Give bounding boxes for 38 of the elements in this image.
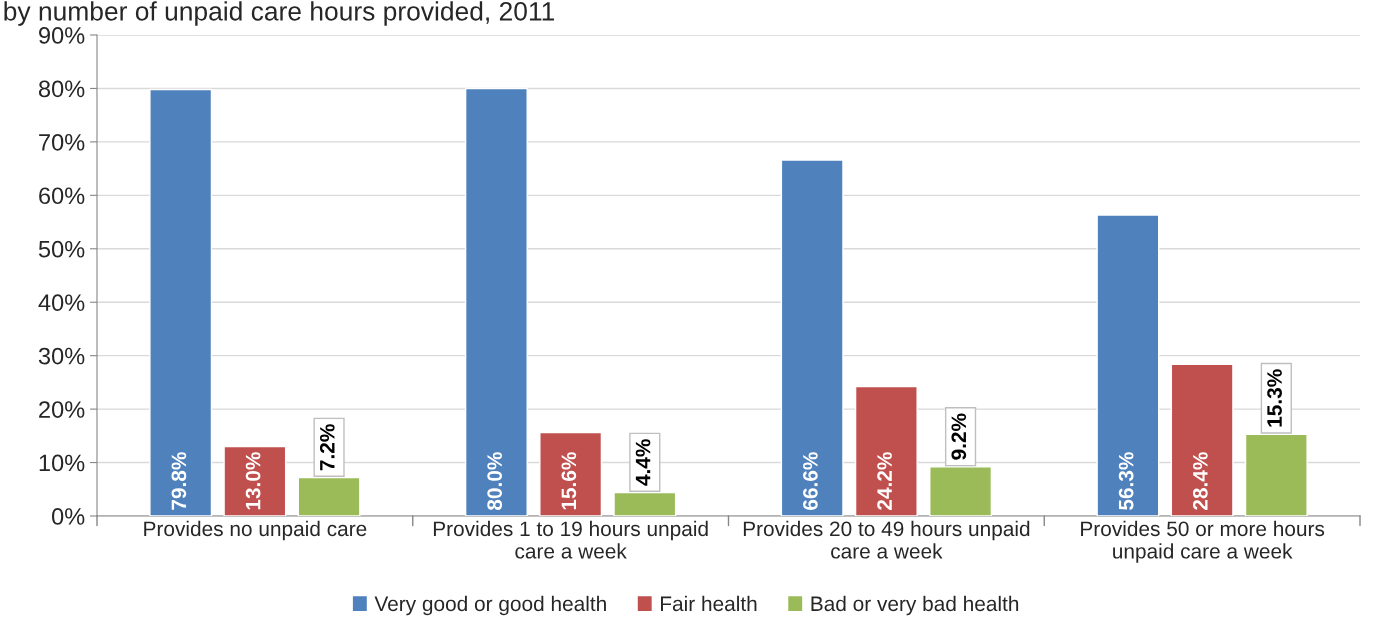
y-tick-label: 90%	[39, 27, 85, 44]
legend-label: Very good or good health	[374, 595, 606, 616]
data-label: 66.6%	[803, 452, 818, 510]
bar	[780, 159, 844, 516]
data-label: 15.3%	[1267, 369, 1282, 427]
bar	[464, 87, 528, 516]
x-tick-label: Provides 20 to 49 hours unpaid care a week	[743, 520, 1030, 559]
data-label: 28.4%	[1192, 452, 1208, 510]
bar	[149, 88, 213, 516]
legend-label: Bad or very bad health	[811, 595, 1019, 616]
bar	[1170, 363, 1234, 516]
y-tick-label: 20%	[39, 401, 85, 418]
y-tick-label: 50%	[38, 240, 85, 258]
data-label: 15.6%	[561, 452, 577, 510]
bar	[223, 445, 287, 516]
x-tick-label: Provides 50 or more hours unpaid care a week	[1081, 520, 1325, 563]
bar	[854, 385, 918, 516]
y-tick-label: 10%	[39, 454, 85, 472]
chart-title: by number of unpaid care hours provided, 2011	[4, 1, 555, 26]
y-tick-label: 80%	[38, 80, 85, 98]
data-label: 79.8%	[171, 452, 187, 510]
x-tick-label: Provides 1 to 19 hours unpaid care a week	[433, 520, 708, 559]
data-label: 80.0%	[487, 452, 503, 510]
y-tick-label: 0%	[51, 508, 85, 525]
data-label: 13.0%	[245, 452, 261, 510]
y-tick-label: 30%	[38, 347, 85, 365]
data-label: 4.4%	[635, 439, 651, 486]
bar	[539, 431, 603, 516]
y-tick-label: 60%	[39, 187, 85, 205]
y-tick-label: 40%	[38, 294, 85, 312]
legend-label: Fair health	[661, 595, 757, 612]
data-label: 56.3%	[1118, 452, 1134, 511]
data-label: 9.2%	[951, 413, 967, 460]
y-tick-label: 70%	[39, 133, 85, 151]
x-tick-label: Provides no unpaid care	[144, 520, 367, 541]
data-label: 7.2%	[319, 424, 335, 471]
data-label: 24.2%	[877, 452, 892, 510]
bar	[1096, 214, 1160, 516]
